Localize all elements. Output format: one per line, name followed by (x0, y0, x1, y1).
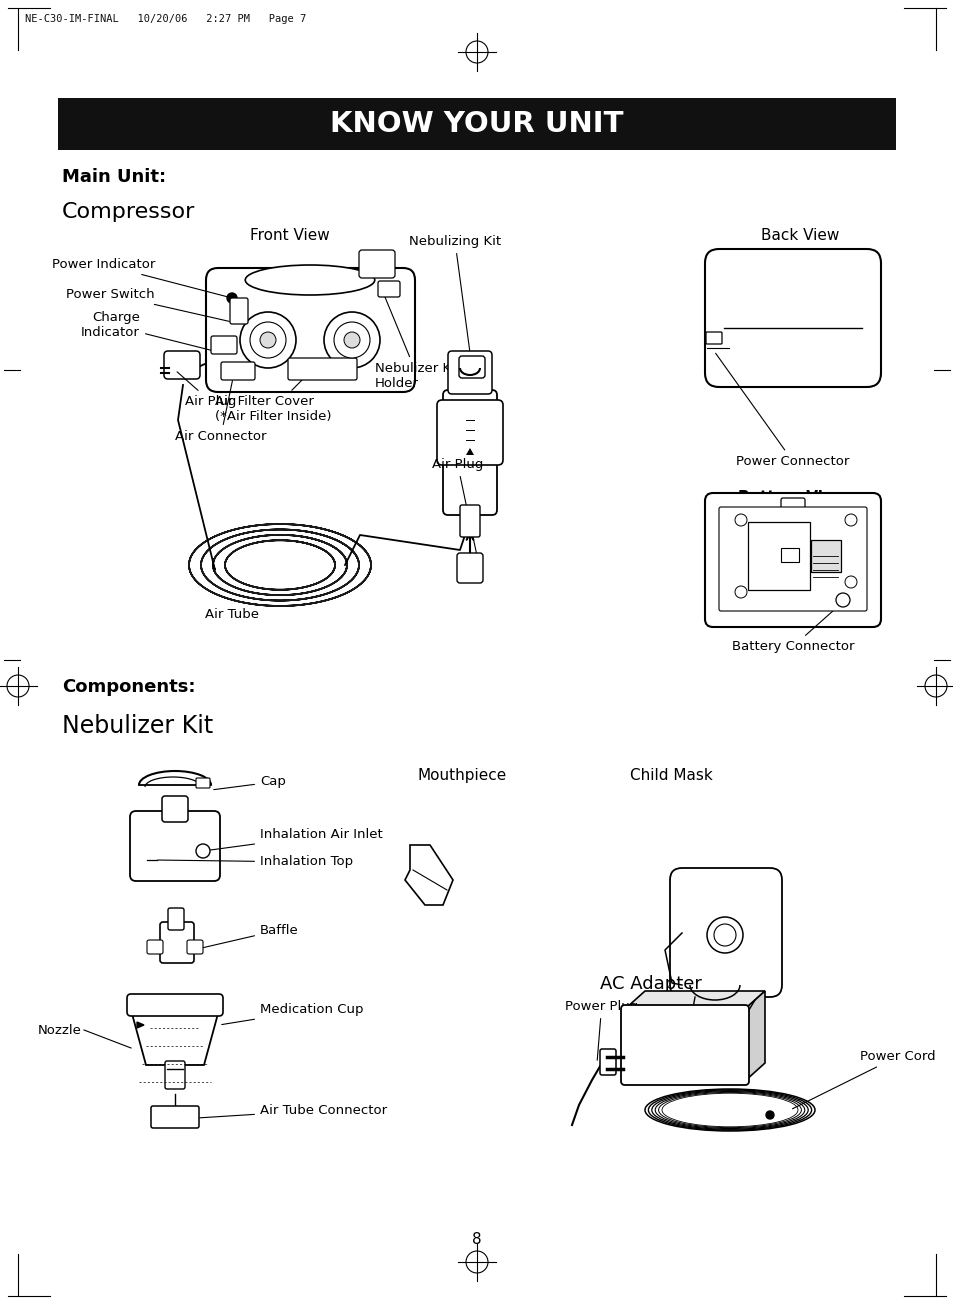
Text: Nebulizer Kit: Nebulizer Kit (62, 715, 213, 738)
Polygon shape (624, 991, 764, 1009)
Text: Air Plug: Air Plug (432, 458, 483, 567)
FancyBboxPatch shape (221, 363, 254, 379)
Text: Nebulizing Kit: Nebulizing Kit (409, 235, 500, 372)
Text: Air Tube: Air Tube (205, 608, 258, 621)
FancyBboxPatch shape (288, 359, 356, 379)
Text: Components:: Components: (62, 678, 195, 696)
Text: NE-C30-IM-FINAL   10/20/06   2:27 PM   Page 7: NE-C30-IM-FINAL 10/20/06 2:27 PM Page 7 (25, 14, 306, 23)
Text: Inhalation Air Inlet: Inhalation Air Inlet (206, 828, 382, 850)
Text: Air Tube Connector: Air Tube Connector (199, 1103, 387, 1118)
Text: Medication Cup: Medication Cup (221, 1004, 363, 1025)
Text: Power Indicator: Power Indicator (51, 258, 229, 297)
Text: Cap: Cap (213, 776, 286, 790)
Text: Front View: Front View (250, 228, 330, 243)
FancyBboxPatch shape (669, 868, 781, 998)
Text: Back View: Back View (760, 228, 839, 243)
FancyBboxPatch shape (747, 522, 809, 589)
Circle shape (734, 514, 746, 526)
Text: Air Plug: Air Plug (177, 372, 236, 408)
Text: Mouthpiece: Mouthpiece (417, 768, 507, 782)
FancyBboxPatch shape (168, 908, 184, 930)
Text: Power Plug: Power Plug (564, 1000, 638, 1060)
FancyBboxPatch shape (211, 336, 236, 353)
Text: Child Mask: Child Mask (629, 768, 712, 782)
FancyBboxPatch shape (458, 356, 484, 378)
Circle shape (324, 312, 379, 368)
Circle shape (765, 1111, 773, 1119)
Text: Main Unit:: Main Unit: (62, 168, 166, 186)
FancyBboxPatch shape (151, 1106, 199, 1128)
FancyBboxPatch shape (704, 249, 880, 387)
Circle shape (713, 925, 735, 945)
Circle shape (195, 844, 210, 858)
FancyBboxPatch shape (705, 333, 721, 344)
Text: Nebulizer Kit
Holder: Nebulizer Kit Holder (375, 288, 459, 390)
FancyBboxPatch shape (230, 299, 248, 323)
Circle shape (240, 312, 295, 368)
Text: 8: 8 (472, 1232, 481, 1248)
Text: Inhalation Top: Inhalation Top (157, 855, 353, 868)
FancyBboxPatch shape (781, 498, 804, 511)
Text: Power Cord: Power Cord (792, 1050, 935, 1108)
Circle shape (250, 322, 286, 359)
FancyBboxPatch shape (719, 507, 866, 612)
FancyBboxPatch shape (58, 98, 895, 150)
FancyBboxPatch shape (130, 811, 220, 882)
Circle shape (844, 514, 856, 526)
Text: Battery Connector: Battery Connector (731, 604, 853, 653)
FancyBboxPatch shape (358, 250, 395, 278)
FancyBboxPatch shape (206, 269, 415, 393)
Circle shape (835, 593, 849, 606)
Text: Air Filter Cover
(*Air Filter Inside): Air Filter Cover (*Air Filter Inside) (214, 379, 331, 422)
Circle shape (344, 333, 359, 348)
FancyBboxPatch shape (599, 1048, 616, 1074)
Polygon shape (131, 1011, 219, 1065)
Polygon shape (405, 845, 453, 905)
Text: Air Connector: Air Connector (174, 381, 266, 443)
FancyBboxPatch shape (162, 795, 188, 822)
Text: Charge
Indicator: Charge Indicator (81, 310, 215, 351)
Polygon shape (137, 1022, 144, 1028)
FancyBboxPatch shape (377, 280, 399, 297)
Text: Power Connector: Power Connector (715, 353, 849, 468)
FancyBboxPatch shape (147, 940, 163, 955)
Circle shape (706, 917, 742, 953)
FancyBboxPatch shape (704, 493, 880, 627)
Text: Compressor: Compressor (62, 202, 195, 222)
Polygon shape (465, 449, 474, 455)
FancyBboxPatch shape (620, 1005, 748, 1085)
FancyBboxPatch shape (448, 351, 492, 394)
FancyBboxPatch shape (436, 400, 502, 466)
FancyBboxPatch shape (195, 778, 210, 788)
FancyBboxPatch shape (187, 940, 203, 955)
Circle shape (734, 585, 746, 599)
FancyBboxPatch shape (459, 505, 479, 537)
FancyBboxPatch shape (160, 922, 193, 962)
Circle shape (334, 322, 370, 359)
Circle shape (844, 576, 856, 588)
Text: KNOW YOUR UNIT: KNOW YOUR UNIT (330, 110, 623, 138)
Text: AC Adapter: AC Adapter (599, 975, 701, 994)
Circle shape (260, 333, 275, 348)
Text: Baffle: Baffle (195, 923, 298, 949)
Text: Power Switch: Power Switch (67, 288, 229, 321)
FancyBboxPatch shape (164, 351, 200, 379)
FancyBboxPatch shape (810, 540, 841, 572)
FancyBboxPatch shape (165, 1061, 185, 1089)
Polygon shape (744, 991, 764, 1081)
Text: Bottom View: Bottom View (738, 490, 847, 505)
FancyBboxPatch shape (781, 548, 799, 562)
FancyBboxPatch shape (127, 994, 223, 1016)
Text: Nozzle: Nozzle (38, 1024, 82, 1037)
FancyBboxPatch shape (442, 390, 497, 515)
Circle shape (227, 293, 236, 303)
Ellipse shape (245, 265, 375, 295)
FancyBboxPatch shape (456, 553, 482, 583)
